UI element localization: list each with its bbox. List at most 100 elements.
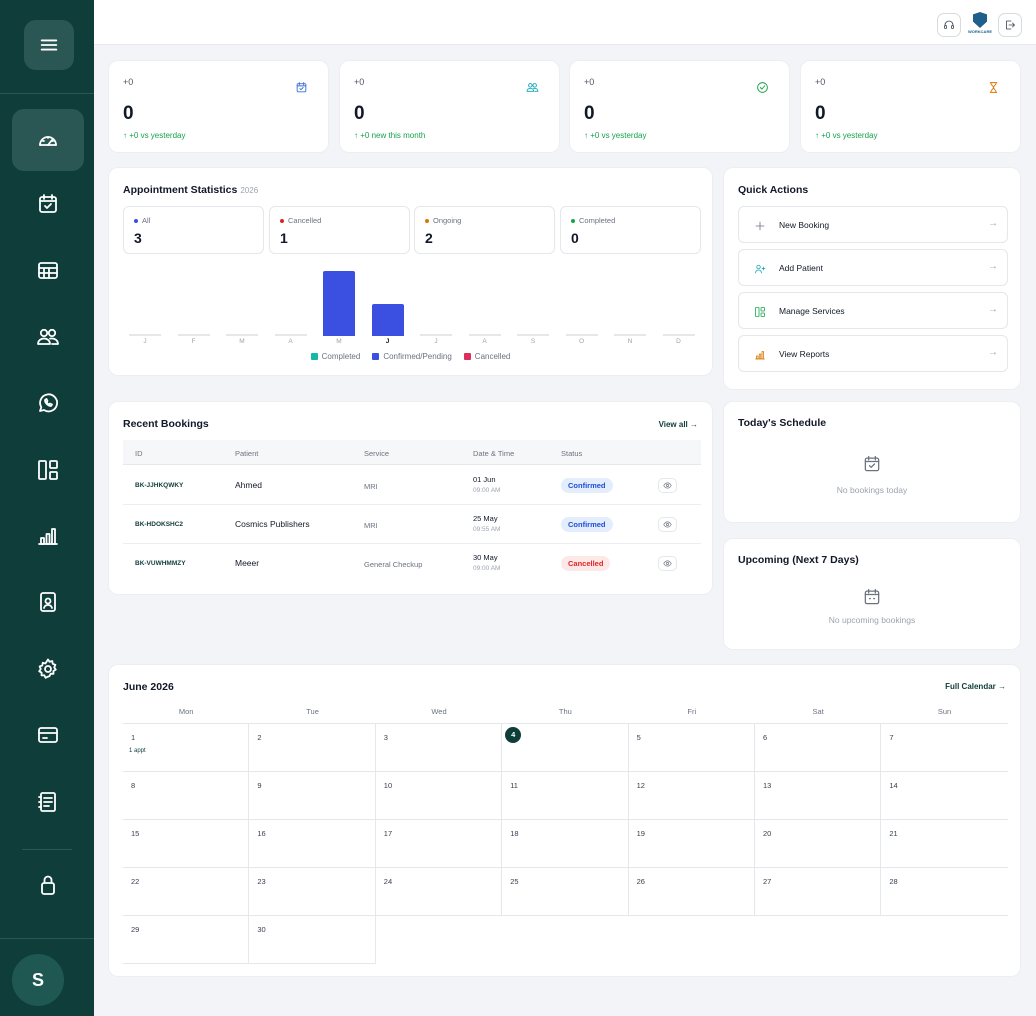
calendar-day[interactable]: 7 <box>881 724 1008 772</box>
calendar-day[interactable]: 22 <box>123 868 250 916</box>
stat-subtext: ↑ +0 vs yesterday <box>584 131 647 140</box>
credit-card-icon <box>38 727 58 743</box>
calendar-day[interactable]: 28 <box>881 868 1008 916</box>
calendar-day[interactable]: 24 <box>375 868 503 916</box>
calendar-day[interactable]: 3 <box>375 724 503 772</box>
summary-label: Completed <box>579 216 616 225</box>
view-all-link[interactable]: View all → <box>658 420 698 429</box>
calendar-day[interactable]: 17 <box>375 820 503 868</box>
calendar-day[interactable]: 25 <box>502 868 629 916</box>
legend-item-confirmed[interactable]: Confirmed/Pending <box>372 352 452 361</box>
logout-button[interactable] <box>998 13 1022 37</box>
day-number: 27 <box>763 877 772 886</box>
calendar-day[interactable]: 21 <box>881 820 1008 868</box>
status-badge: Confirmed <box>561 517 613 532</box>
stat-subtext: ↑ +0 vs yesterday <box>123 131 186 140</box>
view-booking-button[interactable] <box>658 478 677 493</box>
users-icon <box>37 328 59 345</box>
calendar-day[interactable]: 10 <box>375 772 503 820</box>
manage-services-button[interactable]: Manage Services → <box>738 292 1008 329</box>
calendar-day[interactable]: 11 <box>502 772 629 820</box>
sidebar-item-patients[interactable] <box>12 306 84 368</box>
sidebar-item-schedule[interactable] <box>12 239 84 301</box>
menu-toggle-button[interactable] <box>24 20 74 70</box>
calendar-day[interactable]: 29 <box>123 916 250 964</box>
new-booking-button[interactable]: New Booking → <box>738 206 1008 243</box>
summary-value: 2 <box>425 230 433 246</box>
calendar-day[interactable]: 20 <box>755 820 882 868</box>
calendar-day[interactable]: 13 <box>755 772 882 820</box>
summary-value: 1 <box>280 230 288 246</box>
table-row[interactable]: BK-HDOKSHC2 Cosmics Publishers MRI 25 Ma… <box>123 505 701 544</box>
calendar-day[interactable]: 2 <box>249 724 376 772</box>
calendar-day[interactable]: 23 <box>249 868 376 916</box>
calendar-day[interactable]: 9 <box>249 772 376 820</box>
summary-value: 3 <box>134 230 142 246</box>
tick-label: A <box>288 338 293 345</box>
calendar-day[interactable]: 18 <box>502 820 629 868</box>
view-reports-button[interactable]: View Reports → <box>738 335 1008 372</box>
stat-value: 0 <box>354 103 365 124</box>
calendar-day[interactable]: 15 <box>123 820 250 868</box>
calendar-day[interactable]: 26 <box>628 868 755 916</box>
day-number: 24 <box>383 877 393 886</box>
calendar-day[interactable]: 6 <box>755 724 882 772</box>
column-header-date-time: Date & Time <box>473 449 515 458</box>
sidebar-item-profile[interactable] <box>12 571 84 633</box>
day-number: 23 <box>257 877 266 886</box>
sidebar-item-lock[interactable] <box>12 854 84 916</box>
full-calendar-link[interactable]: Full Calendar → <box>945 682 1006 691</box>
sidebar-item-appointments[interactable] <box>12 173 84 235</box>
summary-completed[interactable]: Completed 0 <box>560 206 701 254</box>
sidebar-item-dashboard[interactable] <box>12 109 84 171</box>
day-number: 15 <box>131 829 140 838</box>
day-number: 5 <box>636 733 641 742</box>
bar-baseline <box>226 334 258 336</box>
summary-ongoing[interactable]: Ongoing 2 <box>414 206 555 254</box>
calendar-day[interactable]: 30 <box>249 916 376 964</box>
stat-value: 0 <box>584 103 595 124</box>
calendar-day[interactable]: 12 <box>628 772 755 820</box>
summary-cancelled[interactable]: Cancelled 1 <box>269 206 410 254</box>
avatar[interactable]: S <box>12 954 64 1006</box>
weekday-label: Wed <box>431 707 447 716</box>
bar[interactable] <box>323 271 355 336</box>
patient-name: Cosmics Publishers <box>235 519 310 529</box>
top-bar: WORKCARE <box>94 0 1036 45</box>
calendar-day[interactable]: 14 <box>881 772 1008 820</box>
calendar-day[interactable]: 27 <box>755 868 882 916</box>
calendar-day[interactable]: 16 <box>249 820 376 868</box>
calendar-day[interactable]: 8 <box>123 772 250 820</box>
sidebar-item-whatsapp[interactable] <box>12 372 84 434</box>
support-button[interactable] <box>937 13 961 37</box>
view-booking-button[interactable] <box>658 556 677 571</box>
calendar-day[interactable]: 5 <box>628 724 755 772</box>
sidebar-divider <box>0 938 94 939</box>
bar-chart-icon <box>38 528 58 545</box>
table-row[interactable]: BK-JJHKQWKY Ahmed MRI 01 Jun 09:00 AM Co… <box>123 466 701 505</box>
sidebar: S <box>0 0 94 1016</box>
dot-icon <box>425 218 429 223</box>
sidebar-item-billing[interactable] <box>12 704 84 766</box>
calendar-day[interactable]: 1 1 appt <box>123 724 250 772</box>
sidebar-item-reports[interactable] <box>12 505 84 567</box>
view-booking-button[interactable] <box>658 517 677 532</box>
table-row[interactable]: BK-VUWHMMZY Meeer General Checkup 30 May… <box>123 544 701 583</box>
bar-baseline <box>420 334 452 336</box>
weekday-label: Sun <box>937 707 952 716</box>
column-header-service: Service <box>364 449 390 458</box>
arrow-right-icon: → <box>988 261 998 272</box>
sidebar-item-invoices[interactable] <box>12 771 84 833</box>
add-patient-button[interactable]: Add Patient → <box>738 249 1008 286</box>
legend-item-cancelled[interactable]: Cancelled <box>463 352 510 361</box>
summary-label: All <box>142 216 151 225</box>
legend-item-completed[interactable]: Completed <box>310 352 360 361</box>
appointment-count[interactable]: 1 appt <box>129 748 146 754</box>
summary-all[interactable]: All 3 <box>123 206 264 254</box>
bar[interactable] <box>371 303 404 336</box>
calendar-day[interactable]: 19 <box>628 820 755 868</box>
tick-label: J <box>434 338 438 345</box>
sidebar-item-services[interactable] <box>12 439 84 501</box>
calendar-day[interactable]: 4 <box>502 724 629 772</box>
sidebar-item-settings[interactable] <box>12 638 84 700</box>
